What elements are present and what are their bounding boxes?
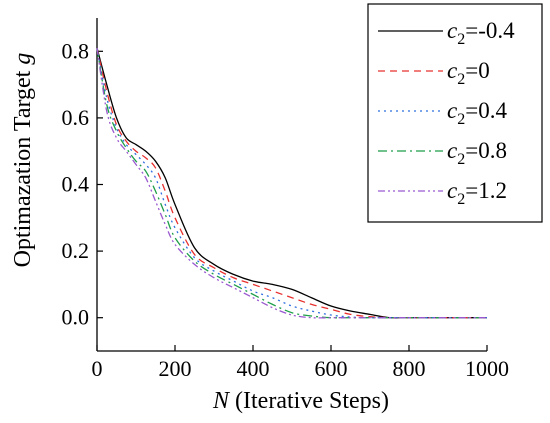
legend-subscript: 2 bbox=[457, 191, 465, 208]
x-axis-title-text: (Iterative Steps) bbox=[229, 388, 389, 414]
x-tick-label: 600 bbox=[315, 356, 348, 381]
x-tick-label: 800 bbox=[393, 356, 426, 381]
legend-subscript: 2 bbox=[457, 151, 465, 168]
legend-entries: c2=-0.4c2=0c2=0.4c2=0.8c2=1.2 bbox=[378, 18, 515, 208]
x-axis-variable: N bbox=[212, 388, 231, 414]
legend-value: =0.4 bbox=[465, 98, 507, 123]
legend-value: =0.8 bbox=[465, 138, 507, 163]
y-tick-label: 0.8 bbox=[62, 38, 90, 63]
legend-label-1: c2=-0.4 bbox=[447, 18, 515, 48]
y-tick-label: 0.2 bbox=[62, 238, 90, 263]
legend-label-2: c2=0 bbox=[447, 58, 490, 88]
x-tick-label: 400 bbox=[237, 356, 270, 381]
x-tick-label: 200 bbox=[159, 356, 192, 381]
series-line-2 bbox=[96, 47, 487, 319]
x-tick-label: 1000 bbox=[465, 356, 509, 381]
series-layer bbox=[96, 47, 487, 319]
y-axis-title: Optimazation Target g bbox=[10, 53, 36, 268]
legend-var: c bbox=[447, 138, 457, 163]
legend-subscript: 2 bbox=[457, 31, 465, 48]
x-ticks: 0 200 400 600 800 1000 bbox=[92, 345, 509, 381]
x-tick-label: 0 bbox=[92, 356, 103, 381]
legend-value: =-0.4 bbox=[465, 18, 515, 43]
series-line-1 bbox=[96, 47, 487, 319]
x-axis-title: N (Iterative Steps) bbox=[212, 388, 389, 414]
legend-subscript: 2 bbox=[457, 111, 465, 128]
y-axis-title-text: Optimazation Target bbox=[10, 65, 36, 268]
legend-label-5: c2=1.2 bbox=[447, 178, 507, 208]
legend-frame bbox=[367, 3, 543, 223]
y-tick-label: 0.0 bbox=[62, 305, 90, 330]
legend-var: c bbox=[447, 58, 457, 83]
series-line-5 bbox=[96, 47, 487, 319]
legend: c2=-0.4c2=0c2=0.4c2=0.8c2=1.2 bbox=[367, 3, 543, 223]
legend-label-4: c2=0.8 bbox=[447, 138, 507, 168]
legend-value: =0 bbox=[465, 58, 489, 83]
legend-var: c bbox=[447, 18, 457, 43]
legend-var: c bbox=[447, 178, 457, 203]
series-line-4 bbox=[96, 47, 487, 319]
y-axis-variable: g bbox=[10, 53, 36, 65]
legend-value: =1.2 bbox=[465, 178, 507, 203]
y-ticks: 0.0 0.2 0.4 0.6 0.8 bbox=[62, 38, 103, 330]
legend-subscript: 2 bbox=[457, 71, 465, 88]
y-tick-label: 0.4 bbox=[62, 172, 90, 197]
legend-var: c bbox=[447, 98, 457, 123]
y-tick-label: 0.6 bbox=[62, 105, 90, 130]
legend-label-3: c2=0.4 bbox=[447, 98, 507, 128]
